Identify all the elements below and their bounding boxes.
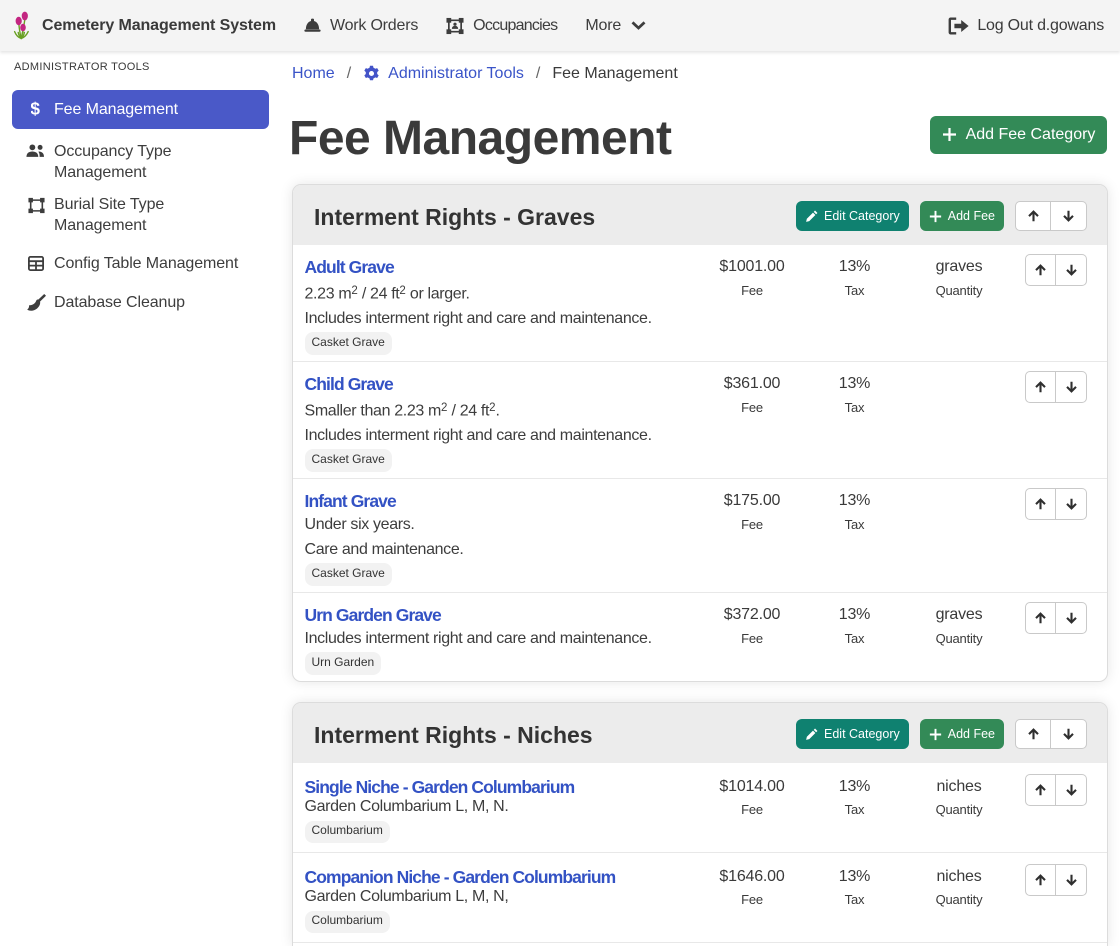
svg-text:$: $ [31, 99, 40, 119]
